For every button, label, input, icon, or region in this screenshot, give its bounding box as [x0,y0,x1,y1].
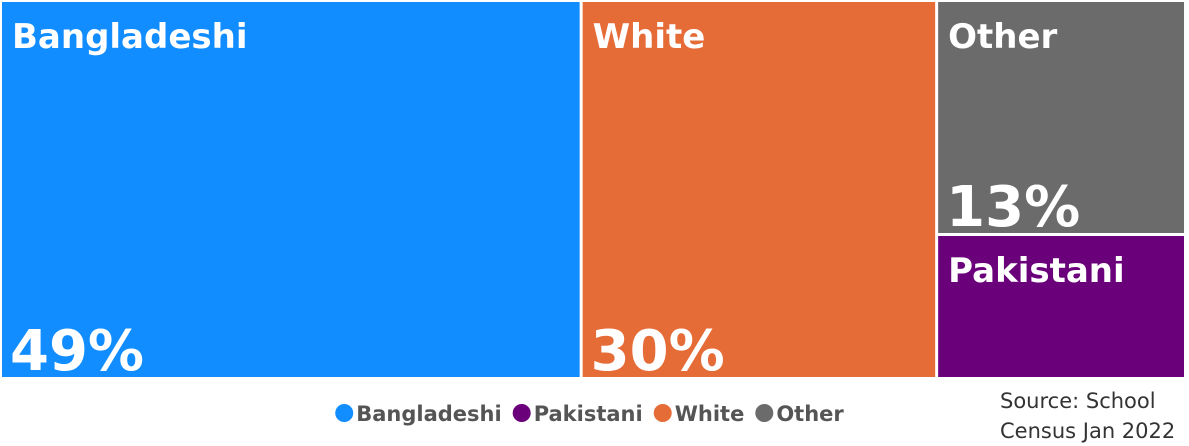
tile-value: 49% [10,319,144,384]
tile [2,2,580,377]
tile-label: Other [948,17,1057,57]
tile-label: Pakistani [948,251,1125,291]
legend-marker [335,404,354,422]
legend-label: White [675,402,745,426]
tile-label: Bangladeshi [12,17,248,57]
chart: Bangladeshi49%White30%Other13%PakistaniB… [2,2,1184,426]
legend-marker [512,404,531,422]
tile [938,236,1184,377]
legend: Bangladeshi Pakistani White Other [335,402,844,426]
legend-label: Bangladeshi [356,402,501,426]
source-note: Source: School Census Jan 2022 [1000,389,1176,443]
tile-value: 13% [946,175,1080,240]
tile [582,2,936,377]
legend-label: Other [776,402,844,426]
legend-marker [755,404,774,422]
legend-marker [653,404,672,422]
legend-label: Pakistani [534,402,643,426]
tile-value: 30% [591,319,725,384]
tile [938,2,1184,233]
tile-label: White [593,17,706,57]
